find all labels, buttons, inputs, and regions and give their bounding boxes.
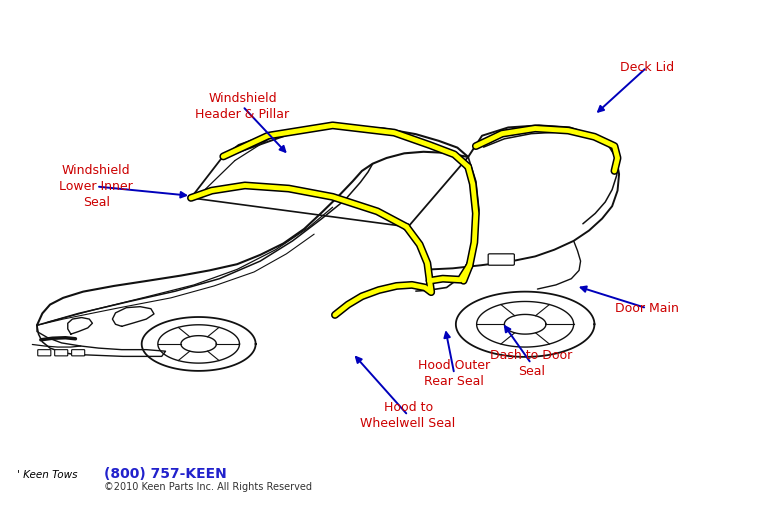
FancyBboxPatch shape [55,350,68,356]
Text: ' Keen Tows: ' Keen Tows [17,470,78,480]
FancyBboxPatch shape [72,350,85,356]
FancyBboxPatch shape [488,254,514,265]
Text: (800) 757-KEEN: (800) 757-KEEN [104,467,226,482]
Text: Hood Outer
Rear Seal: Hood Outer Rear Seal [418,359,490,388]
Text: Dash to Door
Seal: Dash to Door Seal [490,349,572,378]
Text: Hood to
Wheelwell Seal: Hood to Wheelwell Seal [360,401,456,430]
Text: Deck Lid: Deck Lid [620,61,674,74]
Text: Door Main: Door Main [615,301,678,315]
Text: Windshield
Lower Inner
Seal: Windshield Lower Inner Seal [59,164,133,209]
Text: Windshield
Header & Pillar: Windshield Header & Pillar [196,92,290,121]
Text: ©2010 Keen Parts Inc. All Rights Reserved: ©2010 Keen Parts Inc. All Rights Reserve… [104,482,312,492]
FancyBboxPatch shape [38,350,51,356]
